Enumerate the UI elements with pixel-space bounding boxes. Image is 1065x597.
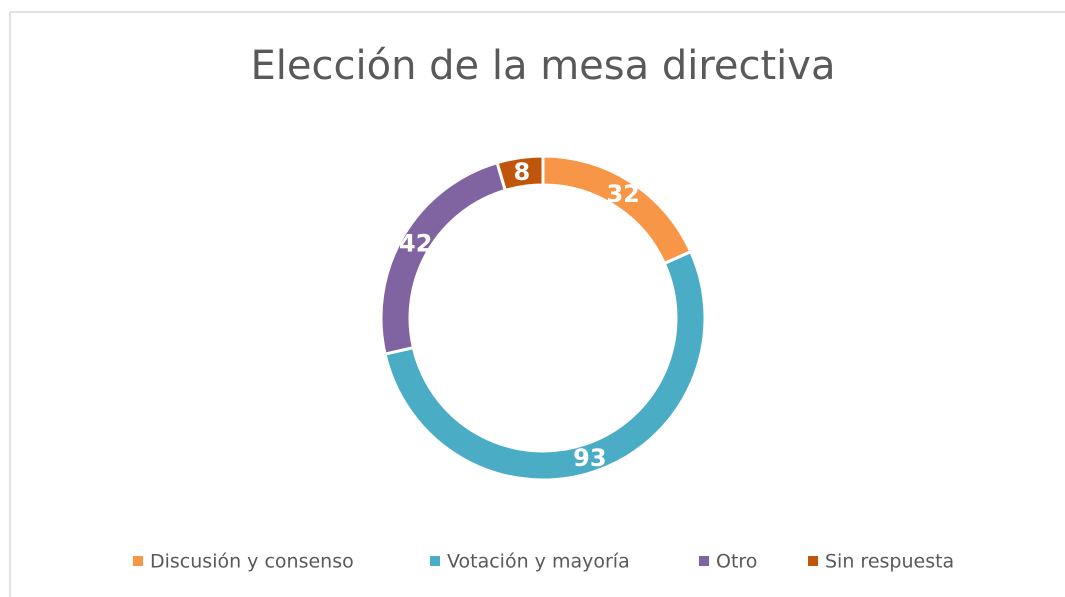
legend-swatch [430, 556, 440, 566]
data-label: 42 [399, 229, 432, 257]
doughnut-slice [495, 154, 545, 193]
legend-label: Otro [716, 551, 757, 573]
legend-swatch [133, 556, 143, 566]
chart-frame [9, 11, 1065, 597]
legend-label: Sin respuesta [825, 551, 954, 573]
legend-swatch [699, 556, 709, 566]
legend-swatch [808, 556, 818, 566]
legend-label: Discusión y consenso [150, 551, 354, 573]
chart-title: Elección de la mesa directiva [251, 43, 836, 89]
legend-label: Votación y mayoría [447, 551, 630, 573]
data-label: 8 [514, 158, 531, 186]
data-label: 93 [573, 444, 606, 472]
data-label: 32 [606, 180, 639, 208]
